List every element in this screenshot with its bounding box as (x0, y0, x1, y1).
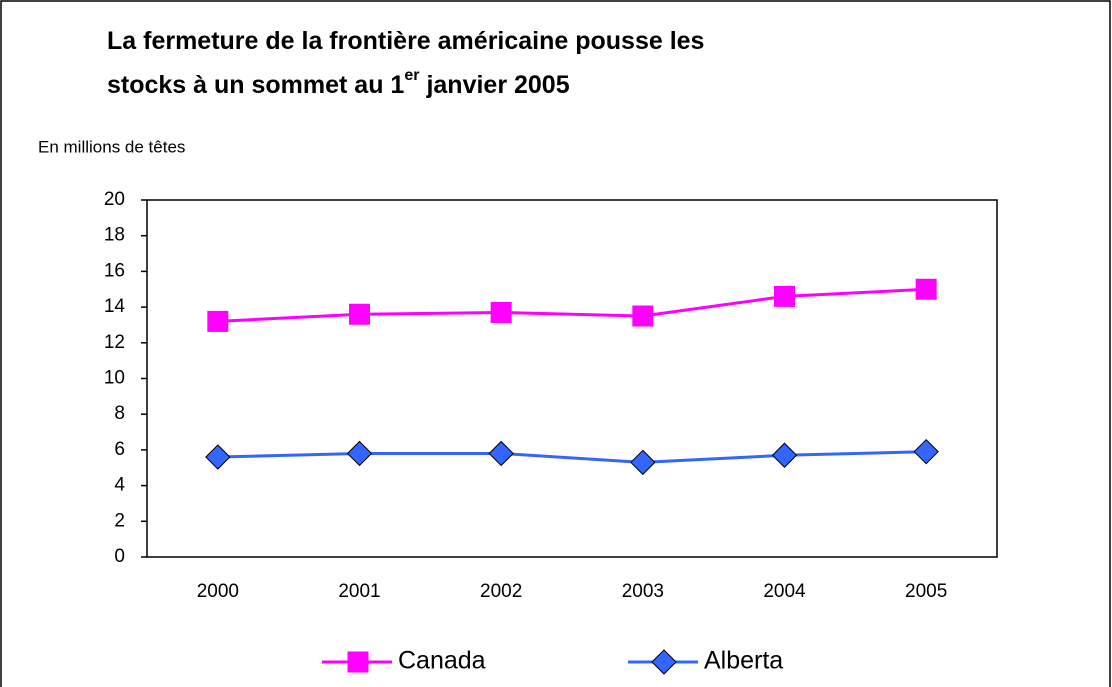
marker (771, 442, 798, 468)
title-superscript: er (404, 67, 419, 84)
series-line (217, 450, 927, 464)
y-tick-label: 8 (114, 403, 125, 424)
marker (205, 444, 231, 470)
y-tick-label: 6 (114, 439, 125, 460)
marker (630, 449, 656, 476)
marker (346, 440, 373, 467)
y-tick-label: 12 (104, 332, 125, 353)
title-line: janvier 2005 (425, 71, 569, 99)
marker (347, 651, 369, 673)
y-tick-label: 14 (104, 296, 126, 317)
x-tick-label: 2001 (338, 581, 380, 602)
title-line: La fermeture de la frontière américaine … (107, 27, 704, 55)
x-tick-label: 2004 (763, 581, 806, 602)
x-tick-label: 2003 (622, 581, 664, 602)
marker (349, 303, 370, 325)
title-line: stocks à un sommet au 1 (107, 71, 404, 99)
chart-title: stocks à un sommet au 1er janvier 2005 (107, 67, 570, 98)
x-tick-label: 2002 (480, 581, 522, 602)
marker (651, 649, 677, 675)
y-tick-label: 10 (104, 368, 125, 389)
legend-label: Canada (398, 647, 486, 675)
series-line (217, 287, 927, 323)
y-tick-label: 4 (114, 475, 125, 496)
x-tick-label: 2000 (197, 581, 239, 602)
y-tick-label: 20 (104, 189, 125, 210)
y-tick-label: 16 (104, 260, 125, 281)
x-tick-label: 2005 (905, 581, 947, 602)
marker (207, 310, 229, 332)
y-tick-label: 2 (114, 510, 125, 531)
legend-label: Alberta (704, 647, 783, 675)
marker (774, 285, 795, 307)
y-axis-label: En millions de têtes (38, 137, 185, 156)
y-tick-label: 18 (104, 225, 125, 246)
marker (488, 440, 514, 467)
y-tick-label: 0 (114, 546, 125, 567)
marker (913, 438, 939, 465)
marker (915, 278, 937, 300)
marker (490, 301, 512, 323)
chart-title: La fermeture de la frontière américaine … (107, 27, 704, 55)
marker (632, 305, 654, 327)
